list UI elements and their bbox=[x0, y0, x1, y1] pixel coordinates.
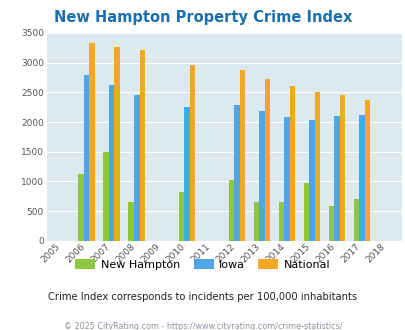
Bar bbox=[178, 192, 183, 241]
Bar bbox=[109, 85, 114, 241]
Bar bbox=[183, 107, 189, 241]
Bar bbox=[258, 112, 264, 241]
Bar bbox=[103, 152, 109, 241]
Bar bbox=[139, 50, 145, 241]
Bar bbox=[328, 206, 333, 241]
Bar bbox=[339, 95, 344, 241]
Bar bbox=[239, 70, 245, 241]
Bar bbox=[289, 86, 294, 241]
Bar bbox=[114, 47, 120, 241]
Text: © 2025 CityRating.com - https://www.cityrating.com/crime-statistics/: © 2025 CityRating.com - https://www.city… bbox=[64, 322, 341, 330]
Bar bbox=[333, 116, 339, 241]
Bar bbox=[234, 106, 239, 241]
Bar bbox=[128, 202, 134, 241]
Text: New Hampton Property Crime Index: New Hampton Property Crime Index bbox=[54, 10, 351, 25]
Bar bbox=[314, 92, 320, 241]
Bar bbox=[84, 75, 89, 241]
Bar bbox=[89, 43, 95, 241]
Bar bbox=[228, 180, 234, 241]
Bar bbox=[78, 174, 84, 241]
Bar bbox=[134, 95, 139, 241]
Bar bbox=[284, 117, 289, 241]
Bar bbox=[364, 100, 369, 241]
Bar bbox=[308, 120, 314, 241]
Bar bbox=[253, 202, 258, 241]
Bar bbox=[278, 202, 284, 241]
Bar bbox=[358, 115, 364, 241]
Bar bbox=[189, 65, 194, 241]
Bar bbox=[264, 79, 269, 241]
Bar bbox=[303, 183, 308, 241]
Bar bbox=[353, 199, 358, 241]
Text: Crime Index corresponds to incidents per 100,000 inhabitants: Crime Index corresponds to incidents per… bbox=[48, 292, 357, 302]
Legend: New Hampton, Iowa, National: New Hampton, Iowa, National bbox=[71, 255, 334, 274]
